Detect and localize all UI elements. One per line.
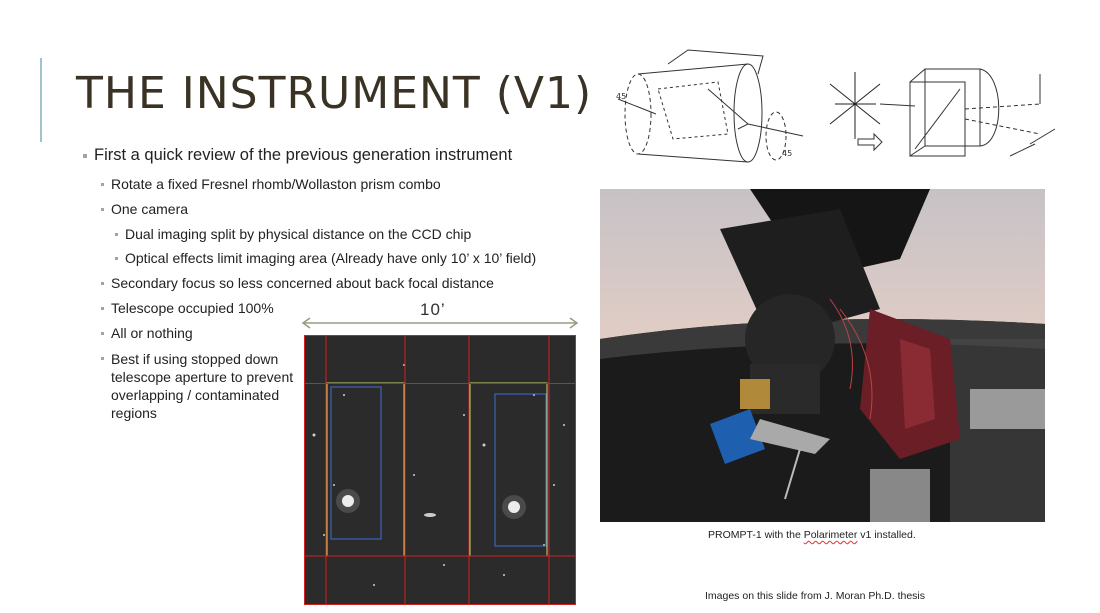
bullet-main: First a quick review of the previous gen…: [83, 146, 513, 165]
bullet-rotate-text: Rotate a fixed Fresnel rhomb/Wollaston p…: [111, 176, 441, 192]
bullet-rotate: Rotate a fixed Fresnel rhomb/Wollaston p…: [101, 176, 441, 192]
caption-prefix: PROMPT-1 with the: [708, 529, 804, 541]
bullet-marker: [101, 332, 104, 335]
bullet-secondary: Secondary focus so less concerned about …: [101, 275, 494, 291]
photo-caption: PROMPT-1 with the Polarimeter v1 install…: [708, 529, 916, 541]
bullet-marker: [115, 257, 118, 260]
field-width-arrow: [301, 317, 579, 329]
ccd-dual-image: [304, 335, 576, 605]
bullet-optical: Optical effects limit imaging area (Alre…: [115, 250, 537, 266]
image-credit: Images on this slide from J. Moran Ph.D.…: [705, 590, 926, 602]
bullet-marker: [101, 183, 104, 186]
bullet-best: Best if using stopped down telescope ape…: [101, 350, 301, 422]
bullet-secondary-text: Secondary focus so less concerned about …: [111, 275, 494, 291]
bullet-dual-text: Dual imaging split by physical distance …: [125, 226, 472, 242]
bullet-marker: [83, 154, 87, 158]
bullet-all: All or nothing: [101, 325, 193, 341]
bullet-marker: [101, 208, 104, 211]
bullet-camera: One camera: [101, 201, 189, 217]
caption-polarimeter-word: Polarimeter: [803, 529, 858, 541]
bullet-dual: Dual imaging split by physical distance …: [115, 226, 472, 242]
bullet-camera-text: One camera: [111, 201, 189, 217]
bullet-marker: [101, 357, 104, 360]
bullet-telescope: Telescope occupied 100%: [101, 300, 274, 316]
svg-text:45: 45: [782, 149, 792, 158]
bullet-marker: [101, 307, 104, 310]
bullet-all-text: All or nothing: [111, 325, 193, 341]
caption-suffix: v1 installed.: [857, 529, 916, 541]
bullet-main-text: First a quick review of the previous gen…: [94, 146, 513, 164]
bullet-optical-text: Optical effects limit imaging area (Alre…: [125, 250, 537, 266]
slide-title: THE INSTRUMENT (V1): [76, 68, 593, 119]
title-accent-bar: [40, 58, 42, 142]
svg-text:45: 45: [616, 92, 626, 101]
telescope-photo: [600, 189, 1045, 522]
field-size-label: 10’: [420, 300, 446, 319]
bullet-marker: [115, 233, 118, 236]
bullet-telescope-text: Telescope occupied 100%: [111, 300, 274, 316]
optics-schematic-diagram: 45 45: [616, 49, 1056, 163]
bullet-best-text: Best if using stopped down telescope ape…: [111, 351, 294, 421]
bullet-marker: [101, 282, 104, 285]
